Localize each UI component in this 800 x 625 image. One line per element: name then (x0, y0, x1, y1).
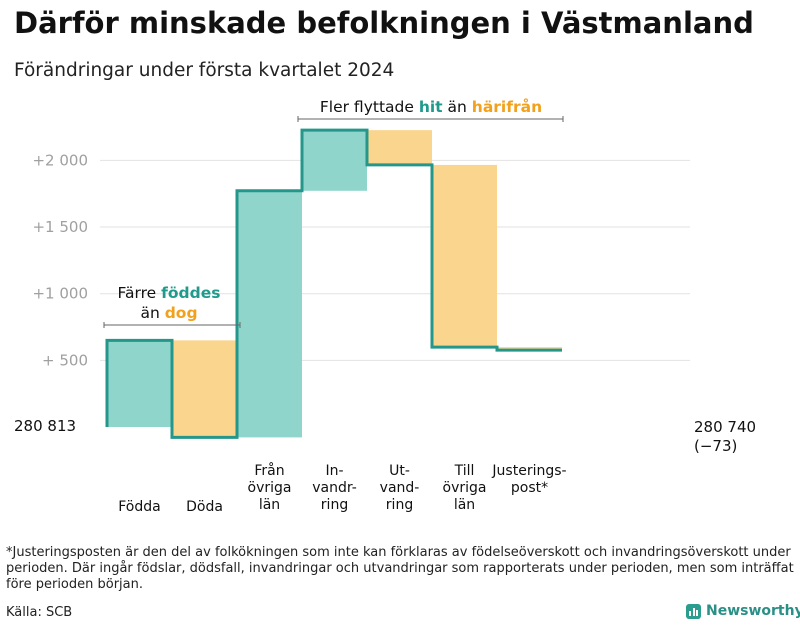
category-label: In-vandr-ring (312, 463, 357, 513)
category-label: Födda (118, 499, 160, 515)
newsworthy-logo-icon (686, 603, 701, 619)
y-tick-label: +1 000 (32, 285, 88, 303)
category-label: Döda (186, 499, 223, 515)
newsworthy-logo: Newsworthy (686, 603, 800, 619)
brand-name: Newsworthy (706, 603, 800, 619)
chart-subtitle: Förändringar under första kvartalet 2024 (14, 60, 395, 81)
bar (432, 164, 497, 348)
y-tick-label: + 500 (42, 351, 88, 369)
start-value-label: 280 813 (14, 417, 76, 435)
y-tick-label: +1 500 (32, 218, 88, 236)
waterfall-chart: +2 000 +1 500 +1 000 + 500 Födda Döda Från övri… (14, 97, 756, 515)
y-tick-label: +2 000 (32, 151, 88, 169)
annotation-migration: Fler flyttade hit än härifrån (320, 97, 542, 116)
source-label: Källa: SCB (6, 605, 73, 620)
end-change-label: (−73) (694, 437, 737, 455)
bar (367, 130, 432, 165)
category-label: Till övriga län (443, 463, 487, 513)
chart-title: Därför minskade befolkningen i Västmanla… (14, 6, 754, 40)
cumulative-line (105, 128, 562, 439)
annotation-births-line2: än dog (140, 304, 197, 322)
bar (172, 340, 237, 438)
bar (107, 340, 172, 427)
category-label: Från övriga län (248, 462, 292, 513)
end-value-label: 280 740 (694, 418, 756, 436)
bar (237, 190, 302, 438)
category-label: Justerings-post* (491, 463, 566, 496)
footnote: *Justeringsposten är den del av folkökni… (6, 545, 794, 592)
annotation-births: Färre föddes (118, 284, 221, 302)
category-label: Ut-vand-ring (380, 463, 420, 513)
bar (302, 130, 367, 191)
